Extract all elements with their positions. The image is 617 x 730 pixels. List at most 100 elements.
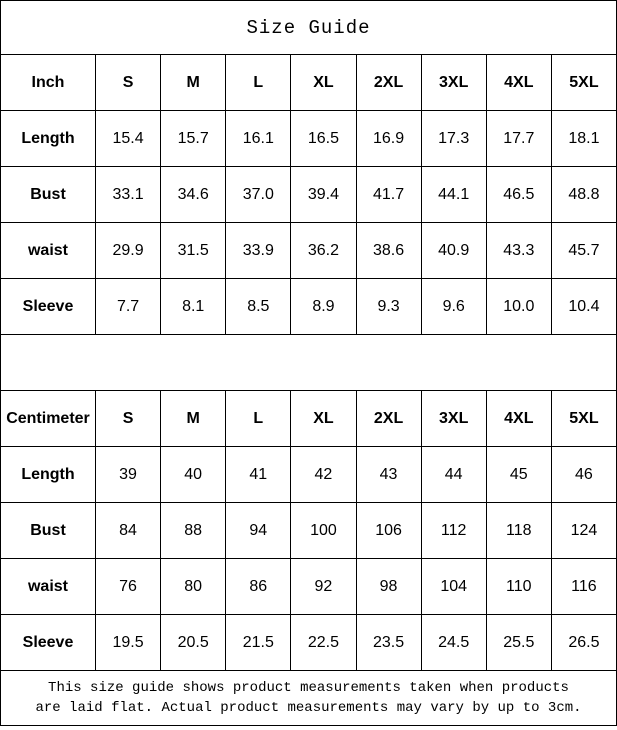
value-cell: 100: [290, 502, 357, 559]
value-cell: 48.8: [550, 166, 617, 223]
row-label: Sleeve: [0, 278, 96, 335]
value-cell: 34.6: [160, 166, 227, 223]
value-cell: 40.9: [420, 222, 487, 279]
value-cell: 33.1: [94, 166, 162, 223]
size-column-header: 4XL: [485, 390, 552, 447]
value-cell: 80: [160, 558, 227, 615]
value-cell: 42: [290, 446, 357, 503]
value-cell: 9.3: [355, 278, 422, 335]
value-cell: 84: [94, 502, 162, 559]
value-cell: 21.5: [225, 614, 292, 671]
size-column-header: XL: [290, 54, 357, 111]
value-cell: 8.1: [160, 278, 227, 335]
value-cell: 124: [550, 502, 617, 559]
size-column-header: 4XL: [485, 54, 552, 111]
value-cell: 106: [355, 502, 422, 559]
table-row: Centimeter S M L XL 2XL 3XL 4XL 5XL: [0, 390, 617, 447]
size-column-header: 5XL: [550, 390, 617, 447]
row-label: Bust: [0, 502, 96, 559]
value-cell: 41: [225, 446, 292, 503]
value-cell: 8.9: [290, 278, 357, 335]
value-cell: 24.5: [420, 614, 487, 671]
value-cell: 39: [94, 446, 162, 503]
table-row: Bust 84 88 94 100 106 112 118 124: [0, 502, 617, 559]
value-cell: 10.4: [550, 278, 617, 335]
row-label: Length: [0, 110, 96, 167]
size-column-header: 3XL: [420, 54, 487, 111]
footer-note-line: This size guide shows product measuremen…: [48, 679, 569, 696]
footer-note: This size guide shows product measuremen…: [0, 670, 617, 726]
table-row: waist 76 80 86 92 98 104 110 116: [0, 558, 617, 615]
value-cell: 76: [94, 558, 162, 615]
row-label: waist: [0, 558, 96, 615]
value-cell: 118: [485, 502, 552, 559]
value-cell: 15.4: [94, 110, 162, 167]
value-cell: 98: [355, 558, 422, 615]
size-column-header: XL: [290, 390, 357, 447]
size-column-header: M: [160, 390, 227, 447]
table-row: waist 29.9 31.5 33.9 36.2 38.6 40.9 43.3 45.7: [0, 222, 617, 279]
value-cell: 43.3: [485, 222, 552, 279]
value-cell: 116: [550, 558, 617, 615]
size-column-header: 2XL: [355, 54, 422, 111]
value-cell: 44: [420, 446, 487, 503]
table-row: This size guide shows product measuremen…: [0, 670, 617, 726]
value-cell: 38.6: [355, 222, 422, 279]
value-cell: 29.9: [94, 222, 162, 279]
size-column-header: 2XL: [355, 390, 422, 447]
value-cell: 17.7: [485, 110, 552, 167]
value-cell: 26.5: [550, 614, 617, 671]
value-cell: 41.7: [355, 166, 422, 223]
value-cell: 8.5: [225, 278, 292, 335]
spacer-row: [0, 334, 617, 391]
value-cell: 45: [485, 446, 552, 503]
row-label: Length: [0, 446, 96, 503]
value-cell: 44.1: [420, 166, 487, 223]
unit-header-cell: Inch: [0, 54, 96, 111]
value-cell: 16.9: [355, 110, 422, 167]
value-cell: 16.5: [290, 110, 357, 167]
value-cell: 86: [225, 558, 292, 615]
row-label: Bust: [0, 166, 96, 223]
table-row: Bust 33.1 34.6 37.0 39.4 41.7 44.1 46.5 48.8: [0, 166, 617, 223]
value-cell: 94: [225, 502, 292, 559]
value-cell: 40: [160, 446, 227, 503]
table-row: Length 39 40 41 42 43 44 45 46: [0, 446, 617, 503]
size-column-header: S: [94, 390, 162, 447]
row-label: waist: [0, 222, 96, 279]
value-cell: 22.5: [290, 614, 357, 671]
footer-note-line: are laid flat. Actual product measuremen…: [35, 700, 582, 716]
table-row: [0, 334, 617, 391]
size-column-header: M: [160, 54, 227, 111]
value-cell: 20.5: [160, 614, 227, 671]
size-column-header: S: [94, 54, 162, 111]
table-row: Size Guide: [0, 0, 617, 55]
value-cell: 18.1: [550, 110, 617, 167]
value-cell: 110: [485, 558, 552, 615]
value-cell: 10.0: [485, 278, 552, 335]
value-cell: 45.7: [550, 222, 617, 279]
value-cell: 88: [160, 502, 227, 559]
value-cell: 31.5: [160, 222, 227, 279]
value-cell: 19.5: [94, 614, 162, 671]
table-row: Sleeve 19.5 20.5 21.5 22.5 23.5 24.5 25.5 26.5: [0, 614, 617, 671]
size-column-header: L: [225, 390, 292, 447]
value-cell: 46.5: [485, 166, 552, 223]
value-cell: 15.7: [160, 110, 227, 167]
table-row: Length 15.4 15.7 16.1 16.5 16.9 17.3 17.7 18.1: [0, 110, 617, 167]
table-row: Sleeve 7.7 8.1 8.5 8.9 9.3 9.6 10.0 10.4: [0, 278, 617, 335]
value-cell: 92: [290, 558, 357, 615]
size-column-header: 3XL: [420, 390, 487, 447]
table-row: Inch S M L XL 2XL 3XL 4XL 5XL: [0, 54, 617, 111]
unit-header-cell: Centimeter: [0, 390, 96, 447]
value-cell: 33.9: [225, 222, 292, 279]
value-cell: 25.5: [485, 614, 552, 671]
value-cell: 23.5: [355, 614, 422, 671]
size-column-header: 5XL: [550, 54, 617, 111]
value-cell: 37.0: [225, 166, 292, 223]
value-cell: 16.1: [225, 110, 292, 167]
value-cell: 46: [550, 446, 617, 503]
